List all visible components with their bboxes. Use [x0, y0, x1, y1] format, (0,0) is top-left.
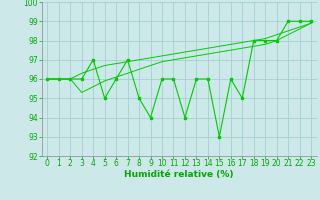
- X-axis label: Humidité relative (%): Humidité relative (%): [124, 170, 234, 179]
